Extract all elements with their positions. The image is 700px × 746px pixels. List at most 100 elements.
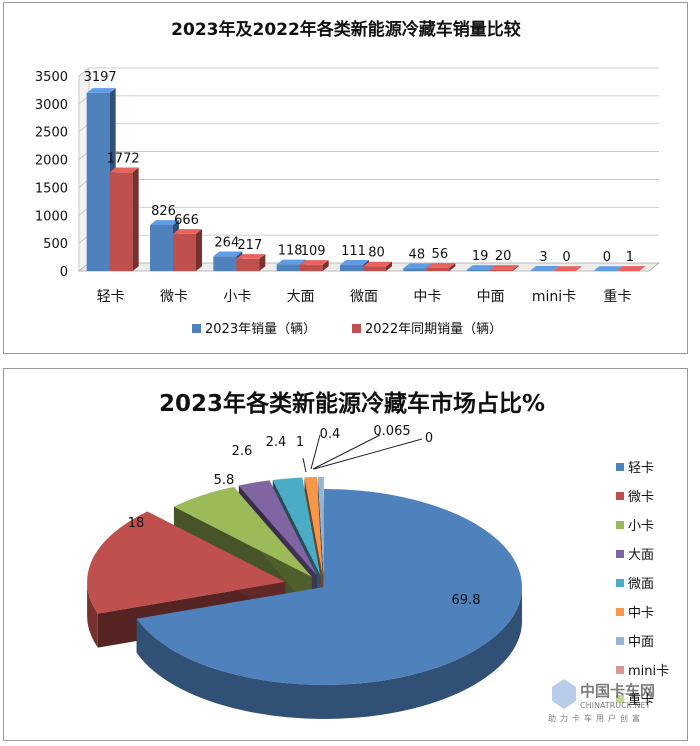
y-tick-label: 1000 bbox=[35, 209, 68, 224]
slice-value-label: 2.6 bbox=[232, 444, 253, 459]
y-tick-label: 1500 bbox=[35, 181, 68, 196]
leader-line bbox=[302, 457, 307, 473]
bar-top bbox=[173, 229, 202, 234]
slice-rim bbox=[87, 581, 98, 648]
bar-front bbox=[276, 264, 300, 271]
slice-value-label: 69.8 bbox=[452, 593, 481, 608]
bar-top bbox=[299, 260, 329, 265]
x-tick-label: 微面 bbox=[350, 289, 378, 305]
bar-2022-3 bbox=[299, 260, 329, 271]
bar-top bbox=[466, 265, 496, 270]
slice-value-label: 0.065 bbox=[373, 424, 410, 439]
leader-line bbox=[313, 438, 423, 470]
bar-side bbox=[132, 167, 139, 271]
y-tick-label: 2500 bbox=[35, 126, 68, 141]
bar-2022-5 bbox=[426, 263, 456, 271]
bar-top bbox=[403, 263, 433, 269]
data-label: 3197 bbox=[84, 70, 117, 85]
legend-label: 中卡 bbox=[628, 606, 654, 621]
data-label: 3 bbox=[539, 250, 547, 265]
y-tick-label: 3000 bbox=[35, 98, 68, 113]
bar-front bbox=[150, 224, 173, 271]
slice-value-label: 0 bbox=[425, 431, 433, 446]
data-label: 1772 bbox=[107, 151, 140, 166]
bar-2022-1 bbox=[173, 229, 202, 271]
bar-front bbox=[86, 92, 110, 271]
data-label: 111 bbox=[341, 244, 366, 259]
data-label: 217 bbox=[237, 238, 262, 253]
slice-top bbox=[173, 486, 312, 577]
slice-value-label: 0.4 bbox=[320, 427, 341, 442]
watermark-slogan: 助力卡车用户创富 bbox=[548, 713, 644, 723]
bar-top bbox=[340, 260, 369, 265]
bar-front bbox=[340, 264, 363, 271]
slice-value-label: 18 bbox=[128, 516, 145, 531]
bar-2023-7 bbox=[530, 266, 559, 271]
bar-side bbox=[512, 265, 519, 271]
slice-top bbox=[136, 489, 523, 685]
bar-side bbox=[259, 254, 266, 271]
bar-top bbox=[236, 254, 266, 259]
bar-2022-7 bbox=[553, 266, 582, 272]
slice-top bbox=[323, 476, 324, 575]
slice-top bbox=[272, 477, 321, 576]
bar-chart-panel: 2023年及2022年各类新能源冷藏车销量比较 0 500 1000 1500 2000 2… bbox=[3, 2, 688, 354]
x-tick-label: 微卡 bbox=[160, 289, 188, 305]
bar-2022-6 bbox=[489, 265, 519, 271]
legend-label: 大面 bbox=[628, 548, 654, 563]
bar-front bbox=[299, 264, 323, 271]
y-tick-label: 3500 bbox=[35, 70, 68, 85]
x-tick-label: 大面 bbox=[287, 289, 315, 305]
data-label: 19 bbox=[472, 249, 489, 264]
legend-label: 微面 bbox=[628, 577, 654, 592]
bar-2022-0 bbox=[109, 167, 139, 271]
slice-value-label: 5.8 bbox=[214, 473, 235, 488]
data-label: 56 bbox=[432, 247, 449, 262]
slice-wall bbox=[323, 476, 324, 609]
bar-front bbox=[213, 256, 237, 271]
watermark-mark bbox=[552, 679, 576, 709]
legend-swatch bbox=[616, 521, 624, 529]
bar-top bbox=[553, 266, 582, 271]
bar-side bbox=[386, 261, 392, 271]
legend-label: mini卡 bbox=[628, 664, 669, 679]
data-label: 48 bbox=[409, 247, 426, 262]
bar-chart: 2023年及2022年各类新能源冷藏车销量比较05001000150020002… bbox=[35, 19, 661, 337]
data-label: 826 bbox=[151, 204, 176, 219]
slice-rim bbox=[136, 587, 523, 719]
slice-top bbox=[238, 480, 317, 576]
y-tick-label: 0 bbox=[60, 265, 68, 280]
bar-side bbox=[196, 229, 202, 271]
data-label: 1 bbox=[626, 250, 634, 265]
y-tick-label: 2000 bbox=[35, 154, 68, 169]
bar-top bbox=[86, 88, 116, 93]
legend-label: 重卡 bbox=[628, 692, 654, 708]
legend-label: 小卡 bbox=[628, 519, 654, 534]
bar-top bbox=[489, 265, 519, 270]
bar-front bbox=[236, 258, 260, 271]
data-label: 0 bbox=[603, 250, 611, 265]
legend-swatch bbox=[616, 666, 624, 674]
data-label: 264 bbox=[214, 235, 239, 250]
legend-label: 微卡 bbox=[628, 490, 654, 505]
legend-swatch bbox=[616, 695, 624, 703]
data-label: 666 bbox=[174, 213, 199, 228]
legend-swatch bbox=[616, 637, 624, 645]
bar-front bbox=[426, 267, 450, 271]
leader-line bbox=[312, 434, 381, 470]
slice-top bbox=[87, 511, 286, 614]
bar-top bbox=[530, 266, 559, 271]
slice-top bbox=[317, 476, 324, 575]
bar-2023-2 bbox=[213, 251, 243, 271]
x-tick-label: 小卡 bbox=[223, 289, 251, 305]
x-tick-label: 轻卡 bbox=[97, 289, 125, 305]
chart-title: 2023年各类新能源冷藏车市场占比% bbox=[159, 390, 545, 417]
data-label: 80 bbox=[368, 246, 385, 261]
x-tick-label: mini卡 bbox=[532, 289, 576, 305]
legend-swatch bbox=[616, 608, 624, 616]
bar-2022-8 bbox=[616, 266, 646, 271]
bar-front bbox=[109, 172, 133, 271]
bar-front bbox=[363, 266, 386, 271]
bar-top bbox=[616, 266, 646, 271]
